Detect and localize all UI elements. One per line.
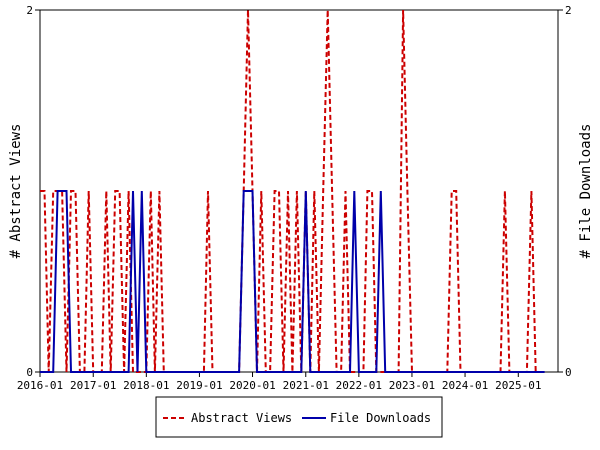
y-right-tick-label-1: 2	[565, 4, 572, 17]
series-layer	[40, 9, 545, 373]
series-line-file-downloads	[40, 190, 545, 373]
legend: Abstract Views File Downloads	[155, 396, 443, 438]
y-axis-left-title: # Abstract Views	[8, 124, 24, 259]
x-tick-label-9: 2025-01	[495, 379, 541, 392]
legend-box	[155, 396, 443, 438]
x-tick-label-3: 2019-01	[176, 379, 222, 392]
legend-label-file-downloads: File Downloads	[330, 411, 431, 425]
x-tick-label-5: 2021-01	[283, 379, 329, 392]
y-left-tick-label-1: 2	[26, 4, 33, 17]
x-axis: 2016-01 2017-01 2018-01 2019-01 2020-01 2021-…	[17, 372, 541, 392]
y-right-tick-label-0: 0	[565, 366, 572, 379]
x-tick-label-1: 2017-01	[70, 379, 116, 392]
x-tick-label-6: 2022-01	[336, 379, 382, 392]
x-tick-label-4: 2020-01	[229, 379, 275, 392]
y-axis-right: 02	[558, 4, 572, 379]
legend-label-abstract-views: Abstract Views	[191, 411, 292, 425]
y-axis-left: 02	[26, 4, 40, 379]
y-left-tick-label-0: 0	[26, 366, 33, 379]
y-axis-right-title: # File Downloads	[578, 124, 594, 259]
x-tick-label-7: 2023-01	[389, 379, 435, 392]
x-tick-label-0: 2016-01	[17, 379, 63, 392]
x-tick-label-2: 2018-01	[123, 379, 169, 392]
x-tick-label-8: 2024-01	[442, 379, 488, 392]
